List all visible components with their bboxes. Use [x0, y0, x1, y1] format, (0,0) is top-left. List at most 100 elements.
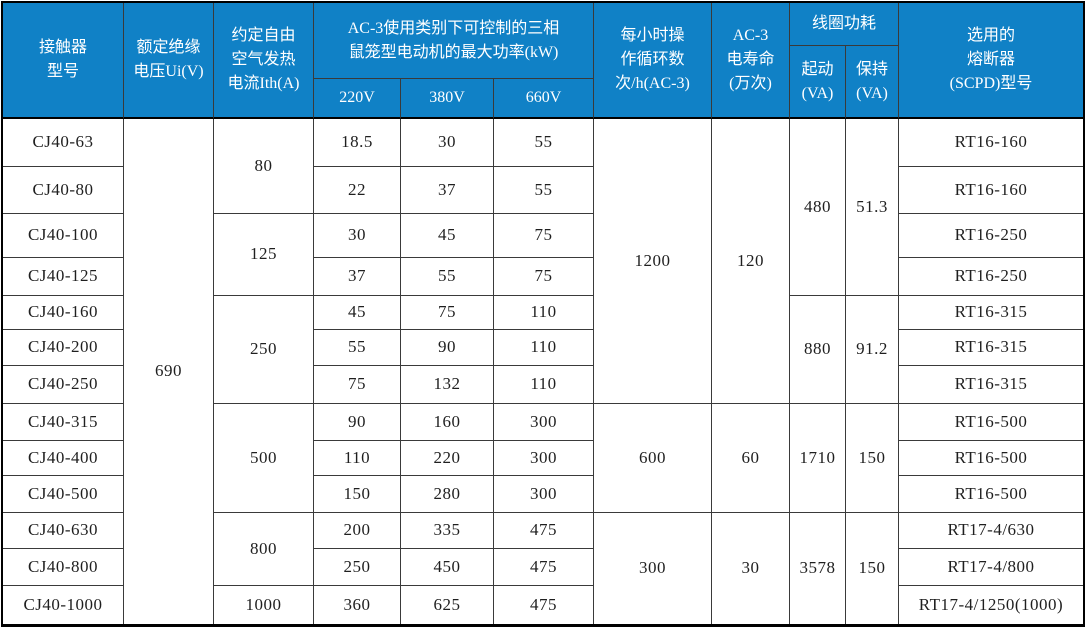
cell-kw220-row11: 200	[314, 513, 401, 549]
cell-model-row13: CJ40-1000	[3, 586, 124, 624]
cell-ith-current-group1: 80	[214, 119, 314, 214]
cell-kw660-row12: 475	[494, 549, 594, 586]
cell-kw220-row9: 110	[314, 441, 401, 476]
cell-ith-current-group4: 500	[214, 404, 314, 513]
cell-model-row6: CJ40-200	[3, 330, 124, 366]
cell-fuse-row2: RT16-160	[899, 167, 1083, 214]
cell-model-row11: CJ40-630	[3, 513, 124, 549]
header-model: 接触器 型号	[3, 3, 124, 119]
header-coil-hold: 保持 (VA)	[846, 46, 899, 119]
cell-fuse-row12: RT17-4/800	[899, 549, 1083, 586]
cell-fuse-row10: RT16-500	[899, 476, 1083, 513]
cell-kw380-row8: 160	[401, 404, 494, 441]
cell-model-row12: CJ40-800	[3, 549, 124, 586]
cell-kw220-row2: 22	[314, 167, 401, 214]
cell-electrical-life-group2: 60	[712, 404, 790, 513]
cell-fuse-row9: RT16-500	[899, 441, 1083, 476]
cell-kw220-row7: 75	[314, 366, 401, 404]
cell-fuse-row5: RT16-315	[899, 296, 1083, 330]
cell-coil-hold-group4: 150	[846, 513, 899, 624]
cell-ith-current-group6: 1000	[214, 586, 314, 624]
cell-kw220-row3: 30	[314, 214, 401, 258]
header-fuse: 选用的 熔断器 (SCPD)型号	[899, 3, 1083, 119]
cell-fuse-row6: RT16-315	[899, 330, 1083, 366]
header-ith-current: 约定自由 空气发热 电流Ith(A)	[214, 3, 314, 119]
cell-fuse-row7: RT16-315	[899, 366, 1083, 404]
cell-kw660-row11: 475	[494, 513, 594, 549]
cell-kw660-row5: 110	[494, 296, 594, 330]
cell-kw380-row9: 220	[401, 441, 494, 476]
cell-kw380-row7: 132	[401, 366, 494, 404]
cell-kw660-row4: 75	[494, 258, 594, 296]
cell-model-row2: CJ40-80	[3, 167, 124, 214]
cell-kw380-row5: 75	[401, 296, 494, 330]
cell-coil-hold-group2: 91.2	[846, 296, 899, 404]
cell-model-row3: CJ40-100	[3, 214, 124, 258]
cell-kw660-row9: 300	[494, 441, 594, 476]
cell-kw380-row13: 625	[401, 586, 494, 624]
cell-model-row1: CJ40-63	[3, 119, 124, 167]
header-ui-voltage: 额定绝缘 电压Ui(V)	[124, 3, 214, 119]
header-coil-start: 起动 (VA)	[790, 46, 846, 119]
cell-ops-per-hour-group1: 1200	[594, 119, 712, 404]
cell-kw380-row2: 37	[401, 167, 494, 214]
cell-kw660-row3: 75	[494, 214, 594, 258]
cell-coil-start-group2: 880	[790, 296, 846, 404]
cell-model-row10: CJ40-500	[3, 476, 124, 513]
cell-coil-start-group4: 3578	[790, 513, 846, 624]
cell-kw380-row6: 90	[401, 330, 494, 366]
cell-kw380-row4: 55	[401, 258, 494, 296]
header-coil-power: 线圈功耗	[790, 3, 899, 46]
cell-coil-start-group3: 1710	[790, 404, 846, 513]
cell-ith-current-group5: 800	[214, 513, 314, 586]
cell-model-row5: CJ40-160	[3, 296, 124, 330]
cell-kw380-row10: 280	[401, 476, 494, 513]
cell-coil-hold-group3: 150	[846, 404, 899, 513]
cell-kw380-row11: 335	[401, 513, 494, 549]
cell-fuse-row11: RT17-4/630	[899, 513, 1083, 549]
header-electrical-life: AC-3 电寿命 (万次)	[712, 3, 790, 119]
cell-model-row8: CJ40-315	[3, 404, 124, 441]
cell-kw380-row1: 30	[401, 119, 494, 167]
header-kw-group: AC-3使用类别下可控制的三相 鼠笼型电动机的最大功率(kW)	[314, 3, 594, 79]
cell-fuse-row4: RT16-250	[899, 258, 1083, 296]
cell-model-row7: CJ40-250	[3, 366, 124, 404]
cell-model-row9: CJ40-400	[3, 441, 124, 476]
cell-kw220-row8: 90	[314, 404, 401, 441]
cell-ops-per-hour-group3: 300	[594, 513, 712, 624]
header-kw-220: 220V	[314, 79, 401, 119]
cell-ops-per-hour-group2: 600	[594, 404, 712, 513]
cell-kw660-row10: 300	[494, 476, 594, 513]
cell-coil-hold-group1: 51.3	[846, 119, 899, 296]
cell-kw220-row10: 150	[314, 476, 401, 513]
cell-kw220-row5: 45	[314, 296, 401, 330]
header-kw-380: 380V	[401, 79, 494, 119]
cell-fuse-row8: RT16-500	[899, 404, 1083, 441]
cell-ui-voltage-group1: 690	[124, 119, 214, 624]
cell-kw380-row12: 450	[401, 549, 494, 586]
cell-kw220-row13: 360	[314, 586, 401, 624]
cell-coil-start-group1: 480	[790, 119, 846, 296]
cell-electrical-life-group3: 30	[712, 513, 790, 624]
cell-model-row4: CJ40-125	[3, 258, 124, 296]
cell-kw660-row13: 475	[494, 586, 594, 624]
cell-kw220-row6: 55	[314, 330, 401, 366]
cell-kw660-row1: 55	[494, 119, 594, 167]
cell-kw380-row3: 45	[401, 214, 494, 258]
cell-electrical-life-group1: 120	[712, 119, 790, 404]
cell-kw220-row4: 37	[314, 258, 401, 296]
cell-fuse-row3: RT16-250	[899, 214, 1083, 258]
cell-ith-current-group3: 250	[214, 296, 314, 404]
cell-kw660-row2: 55	[494, 167, 594, 214]
cell-kw220-row12: 250	[314, 549, 401, 586]
header-ops-per-hour: 每小时操 作循环数 次/h(AC-3)	[594, 3, 712, 119]
cell-kw660-row7: 110	[494, 366, 594, 404]
cell-kw660-row8: 300	[494, 404, 594, 441]
cell-fuse-row1: RT16-160	[899, 119, 1083, 167]
cell-fuse-row13: RT17-4/1250(1000)	[918, 594, 1064, 614]
cell-kw220-row1: 18.5	[314, 119, 401, 167]
cell-kw660-row6: 110	[494, 330, 594, 366]
header-kw-660: 660V	[494, 79, 594, 119]
cell-ith-current-group2: 125	[214, 214, 314, 296]
